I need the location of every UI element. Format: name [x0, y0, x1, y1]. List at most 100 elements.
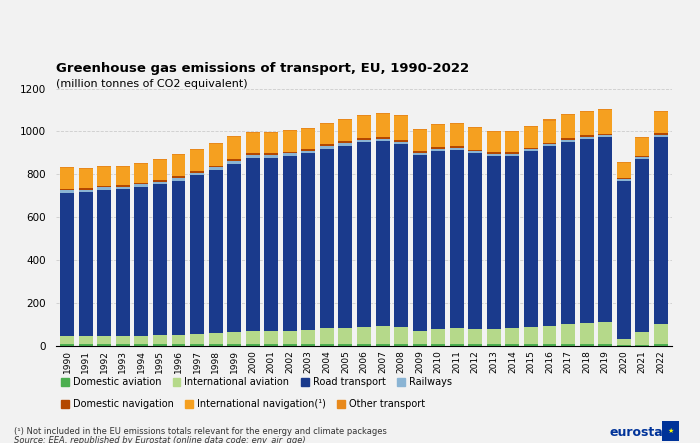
Bar [524, 127, 538, 148]
Bar [153, 182, 167, 184]
Bar [561, 140, 575, 142]
Bar [97, 190, 111, 336]
Bar [487, 132, 500, 152]
Bar [172, 154, 186, 155]
Bar [246, 158, 260, 331]
Bar [431, 329, 445, 344]
Bar [468, 127, 482, 128]
Bar [561, 115, 575, 139]
Bar [172, 181, 186, 335]
Bar [376, 113, 389, 114]
Bar [172, 155, 186, 176]
Bar [505, 131, 519, 132]
Bar [265, 158, 278, 331]
Bar [228, 137, 241, 159]
Bar [78, 167, 92, 169]
Bar [487, 345, 500, 346]
Bar [209, 143, 223, 144]
Bar [580, 345, 594, 346]
Bar [636, 345, 650, 346]
Bar [209, 144, 223, 166]
Bar [394, 115, 408, 116]
Bar [190, 334, 204, 344]
Legend: Domestic aviation, International aviation, Road transport, Railways: Domestic aviation, International aviatio… [61, 377, 452, 387]
Bar [339, 146, 352, 328]
Bar [190, 175, 204, 334]
Bar [617, 179, 631, 181]
Bar [134, 184, 148, 187]
Bar [283, 344, 297, 346]
Bar [209, 167, 223, 170]
Bar [283, 152, 297, 153]
Bar [60, 193, 74, 336]
Bar [339, 328, 352, 344]
Bar [617, 163, 631, 178]
Bar [320, 123, 334, 124]
Bar [431, 148, 445, 149]
Bar [302, 153, 315, 330]
Bar [320, 328, 334, 344]
Bar [542, 120, 556, 143]
Bar [394, 142, 408, 144]
Bar [246, 153, 260, 155]
Bar [228, 344, 241, 346]
Bar [153, 335, 167, 344]
Bar [320, 148, 334, 328]
Bar [413, 331, 426, 344]
Bar [598, 322, 612, 345]
Bar [134, 164, 148, 183]
Bar [505, 328, 519, 345]
Bar [78, 336, 92, 344]
Bar [228, 163, 241, 332]
Bar [580, 323, 594, 345]
Bar [524, 149, 538, 151]
Bar [357, 140, 371, 142]
Bar [617, 181, 631, 339]
Bar [153, 159, 167, 180]
Bar [524, 327, 538, 345]
Bar [339, 120, 352, 141]
Bar [357, 142, 371, 327]
Bar [561, 324, 575, 345]
Bar [505, 156, 519, 328]
Bar [505, 132, 519, 152]
Bar [134, 187, 148, 336]
Bar [209, 166, 223, 167]
Bar [265, 133, 278, 153]
Bar [246, 155, 260, 158]
Bar [524, 151, 538, 327]
Bar [265, 153, 278, 155]
Bar [283, 130, 297, 132]
Bar [598, 137, 612, 322]
Bar [376, 114, 389, 137]
Bar [431, 124, 445, 125]
Bar [357, 327, 371, 344]
Bar [357, 116, 371, 138]
Bar [209, 170, 223, 333]
Bar [505, 152, 519, 154]
Bar [376, 141, 389, 326]
Bar [598, 345, 612, 346]
Bar [302, 151, 315, 153]
Bar [302, 128, 315, 129]
Bar [78, 169, 92, 188]
Bar [580, 111, 594, 112]
Bar [598, 109, 612, 110]
Bar [487, 156, 500, 329]
Bar [468, 128, 482, 150]
Text: ★: ★ [667, 428, 673, 434]
Bar [450, 146, 463, 148]
Bar [561, 345, 575, 346]
Text: (¹) Not included in the EU emissions totals relevant for the energy and climate : (¹) Not included in the EU emissions tot… [14, 427, 387, 436]
Bar [542, 143, 556, 144]
Bar [246, 133, 260, 153]
Bar [654, 135, 668, 137]
Bar [190, 344, 204, 346]
Bar [97, 187, 111, 190]
Bar [134, 183, 148, 184]
Bar [376, 137, 389, 139]
Bar [654, 111, 668, 112]
Bar [654, 112, 668, 133]
Bar [116, 187, 130, 190]
Bar [450, 148, 463, 150]
